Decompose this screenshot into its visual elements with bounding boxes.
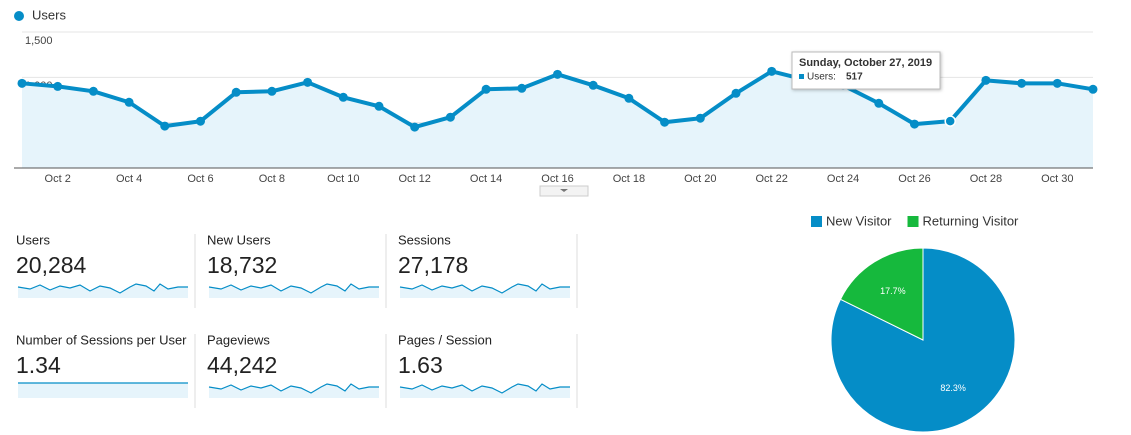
point: [445, 112, 455, 122]
y-tick-label: 1,500: [25, 35, 53, 47]
point: [338, 92, 348, 102]
x-tick-label: Oct 24: [827, 173, 859, 185]
pie-chart: New Visitor Returning Visitor 82.3% 17.7%: [811, 213, 1020, 433]
point: [17, 78, 27, 88]
point: [731, 88, 741, 98]
x-tick-label: Oct 20: [684, 173, 716, 185]
metric-value: 18,732: [207, 252, 277, 278]
point: [660, 117, 670, 127]
point: [517, 83, 527, 93]
metric-value: 44,242: [207, 352, 277, 378]
point: [944, 115, 956, 127]
x-tick-label: Oct 10: [327, 173, 359, 185]
sparkline-line: [17, 283, 188, 294]
metric-value: 1.34: [16, 352, 61, 378]
point: [267, 86, 277, 96]
sparkline-area: [209, 384, 379, 398]
sparkline: [399, 283, 570, 298]
point: [196, 116, 205, 126]
sparkline-area: [18, 383, 188, 398]
sparkline-area: [18, 284, 188, 298]
tooltip-label: Users:: [807, 72, 836, 83]
sparkline-area: [400, 384, 570, 398]
point: [160, 121, 170, 131]
sparkline-area: [400, 284, 570, 298]
toggle-arrow: [560, 189, 568, 192]
point: [53, 81, 63, 91]
sparkline-line: [399, 283, 570, 294]
x-tick-label: Oct 2: [45, 173, 71, 185]
area: [22, 71, 1093, 168]
metric-value: 1.63: [398, 352, 443, 378]
point: [374, 101, 384, 111]
x-tick-label: Oct 22: [755, 173, 787, 185]
point: [874, 98, 884, 108]
slice-label: 82.3%: [940, 383, 966, 393]
metric-value: 27,178: [398, 252, 468, 278]
sparkline: [18, 382, 188, 398]
point: [481, 84, 491, 94]
metric-name: Users: [16, 232, 50, 247]
sparkline-line: [208, 283, 379, 294]
metric-name: Pageviews: [207, 332, 270, 347]
point: [981, 75, 991, 85]
sparkline: [208, 283, 379, 298]
sparkline-line: [399, 383, 570, 394]
tooltip: [791, 51, 941, 90]
point: [303, 77, 313, 87]
x-tick-label: Oct 6: [187, 173, 213, 185]
point: [910, 119, 919, 129]
tooltip-marker: [799, 74, 804, 79]
x-tick-label: Oct 14: [470, 173, 502, 185]
x-tick-label: Oct 28: [970, 173, 1002, 185]
x-tick-label: Oct 30: [1041, 173, 1073, 185]
legend-label: Returning Visitor: [923, 213, 1020, 228]
legend-label: Users: [32, 7, 66, 22]
x-tick-label: Oct 26: [898, 173, 930, 185]
point: [1017, 78, 1027, 88]
point: [1088, 84, 1098, 94]
point: [588, 80, 598, 90]
point: [695, 113, 705, 123]
metric-name: Number of Sessions per User: [16, 332, 187, 347]
tooltip-value: 517: [846, 72, 863, 83]
x-tick-label: Oct 4: [116, 173, 142, 185]
metric-name: Pages / Session: [398, 332, 492, 347]
sparkline: [208, 383, 379, 398]
x-tick-label: Oct 16: [541, 173, 573, 185]
pie-slice: [839, 247, 924, 341]
point: [553, 69, 562, 79]
point: [624, 93, 634, 103]
sparkline-line: [208, 383, 379, 394]
point: [767, 66, 777, 76]
point: [88, 86, 98, 96]
metrics: Users 20,284 New Users 18,732 Sessions 27,178…: [16, 232, 578, 408]
sparkline-area: [209, 284, 379, 298]
metric-value: 20,284: [16, 252, 87, 278]
legend-marker: [811, 216, 822, 227]
sparkline: [399, 383, 570, 398]
point: [1052, 78, 1062, 88]
x-tick-label: Oct 18: [613, 173, 645, 185]
point: [124, 97, 134, 107]
x-tick-label: Oct 12: [398, 173, 430, 185]
legend-label: New Visitor: [826, 213, 892, 228]
slice-label: 17.7%: [880, 286, 906, 296]
legend-marker: [14, 11, 24, 21]
metric-name: New Users: [207, 232, 271, 247]
tooltip-title: Sunday, October 27, 2019: [799, 57, 932, 69]
metric-name: Sessions: [398, 232, 451, 247]
legend-marker: [907, 216, 919, 227]
point: [410, 122, 420, 132]
point: [231, 87, 241, 97]
sparkline: [17, 283, 188, 298]
x-tick-label: Oct 8: [259, 173, 285, 185]
